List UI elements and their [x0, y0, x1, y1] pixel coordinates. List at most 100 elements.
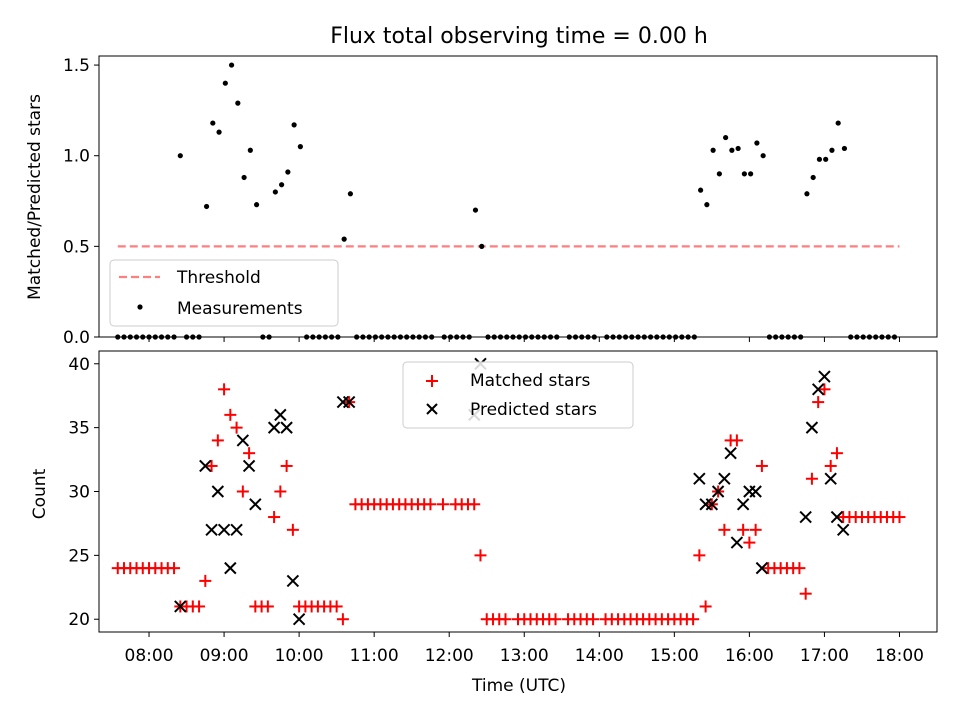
legend-matched-swatch: [426, 375, 438, 387]
matched-star-point: [718, 523, 731, 536]
matched-star-point: [274, 485, 287, 498]
measurement-point: [235, 100, 241, 106]
matched-star-point: [230, 421, 243, 434]
matched-star-point: [224, 408, 237, 421]
predicted-star-point: [730, 536, 744, 549]
measurement-point: [216, 129, 222, 135]
bottom-y-tick-label: 20: [68, 610, 90, 630]
measurement-point: [285, 169, 291, 175]
matched-star-point: [737, 523, 750, 536]
x-tick-label: 08:00: [125, 646, 174, 666]
x-tick-label: 09:00: [200, 646, 249, 666]
x-axis-label: Time (UTC): [471, 676, 566, 696]
measurement-point: [272, 189, 278, 195]
predicted-star-point: [280, 421, 293, 434]
x-tick-label: 18:00: [875, 646, 924, 666]
matched-star-point: [218, 383, 231, 396]
measurement-point: [748, 171, 754, 177]
predicted-star-point: [274, 408, 287, 422]
predicted-star-point: [205, 523, 218, 537]
measurement-point: [253, 202, 260, 208]
bottom-y-tick-label: 25: [68, 546, 90, 566]
predicted-star-point: [224, 561, 237, 575]
matched-star-point: [261, 600, 274, 613]
measurement-point: [835, 120, 841, 126]
legend-threshold-label: Threshold: [176, 268, 261, 288]
predicted-star-point: [249, 498, 262, 511]
top-legend: Threshold Measurements: [109, 259, 339, 327]
measurement-point: [472, 207, 479, 213]
measurement-point: [297, 144, 303, 150]
matched-star-point: [280, 459, 293, 472]
measurement-point: [741, 171, 747, 177]
legend-predicted-label: Predicted stars: [470, 400, 597, 420]
predicted-star-point: [236, 434, 250, 447]
predicted-star-point: [724, 446, 737, 460]
matched-star-point: [474, 549, 487, 562]
top-chart-title: Flux total observing time = 0.00 h: [330, 24, 708, 49]
predicted-star-point: [811, 383, 825, 396]
x-tick-label: 13:00: [500, 646, 549, 666]
measurement-point: [735, 145, 741, 152]
predicted-star-point: [342, 395, 356, 409]
matched-star-point: [468, 498, 481, 511]
measurement-point: [203, 203, 210, 210]
matched-star-point: [499, 613, 512, 626]
predicted-star-point: [267, 421, 281, 434]
predicted-star-point: [830, 510, 844, 524]
matched-star-point: [330, 600, 343, 613]
matched-star-point: [211, 434, 224, 447]
matched-star-point: [793, 562, 806, 575]
matched-star-point: [199, 574, 212, 587]
matched-star-point: [699, 600, 712, 613]
matched-star-point: [205, 459, 218, 472]
measurement-point: [823, 156, 829, 162]
legend-matched-label: Matched stars: [470, 371, 590, 391]
measurement-point: [291, 122, 297, 128]
measurement-point: [247, 147, 253, 153]
predicted-star-point: [217, 523, 231, 537]
matched-star-point: [336, 613, 349, 626]
measurement-point: [829, 147, 835, 153]
bottom-legend: Matched stars Predicted stars: [402, 361, 634, 429]
matched-star-point: [805, 472, 818, 485]
x-tick-label: 12:00: [425, 646, 474, 666]
predicted-star-point: [705, 498, 719, 511]
x-tick-label: 11:00: [350, 646, 399, 666]
x-tick-label: 10:00: [275, 646, 324, 666]
predicted-star-point: [824, 472, 837, 485]
predicted-star-point: [286, 574, 300, 588]
legend-measurements-label: Measurements: [177, 299, 303, 319]
predicted-star-point: [199, 459, 212, 473]
measurement-point: [698, 187, 704, 193]
x-tick-label: 14:00: [575, 646, 624, 666]
matched-star-point: [824, 459, 837, 472]
measurement-point: [228, 62, 235, 68]
top-y-tick-label: 0.0: [63, 328, 90, 348]
predicted-star-point: [836, 523, 850, 537]
top-y-axis-label: Matched/Predicted stars: [25, 94, 45, 300]
matched-star-point: [286, 523, 299, 536]
matched-star-point: [436, 498, 449, 511]
measurement-point: [347, 191, 353, 197]
matched-star-point: [243, 447, 256, 460]
predicted-star-point: [174, 600, 187, 613]
x-tick-label: 16:00: [725, 646, 774, 666]
matched-star-point: [818, 383, 831, 396]
matched-star-point: [730, 434, 743, 447]
matched-star-point: [587, 613, 600, 626]
measurement-point: [810, 174, 816, 181]
matched-star-point: [193, 600, 206, 613]
matched-star-point: [549, 613, 562, 626]
measurement-point: [222, 80, 228, 86]
bottom-y-tick-label: 30: [68, 483, 90, 503]
measurement-point: [341, 236, 347, 242]
measurement-point: [804, 191, 810, 197]
matched-star-point: [749, 523, 762, 536]
predicted-star-point: [736, 498, 750, 511]
predicted-star-point: [292, 613, 306, 626]
predicted-star-point: [799, 510, 812, 524]
matched-star-point: [693, 549, 706, 562]
predicted-star-point: [755, 561, 769, 575]
